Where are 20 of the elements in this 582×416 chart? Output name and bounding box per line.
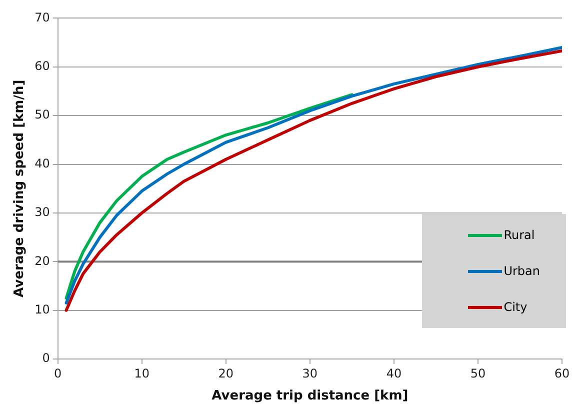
y-tick-label: 20 bbox=[34, 254, 50, 268]
legend-label: Urban bbox=[504, 264, 540, 278]
x-tick-label: 50 bbox=[470, 366, 486, 380]
x-tick-label: 30 bbox=[302, 366, 318, 380]
y-tick-label: 40 bbox=[34, 156, 50, 170]
legend-label: City bbox=[504, 300, 528, 314]
y-tick-label: 30 bbox=[34, 205, 50, 220]
x-axis-title: Average trip distance [km] bbox=[212, 388, 408, 404]
x-tick-label: 0 bbox=[54, 366, 62, 380]
y-tick-label: 0 bbox=[42, 351, 50, 366]
x-tick-label: 10 bbox=[134, 366, 150, 380]
y-tick-label: 50 bbox=[34, 108, 50, 122]
y-axis-title: Average driving speed [km/h] bbox=[12, 80, 28, 298]
y-tick-label: 60 bbox=[34, 59, 50, 74]
y-tick-label: 10 bbox=[34, 302, 50, 316]
legend-label: Rural bbox=[504, 228, 535, 242]
x-tick-label: 20 bbox=[218, 366, 234, 380]
x-tick-label: 40 bbox=[386, 366, 402, 380]
y-tick-label: 70 bbox=[34, 10, 50, 24]
x-tick-label: 60 bbox=[554, 366, 570, 380]
